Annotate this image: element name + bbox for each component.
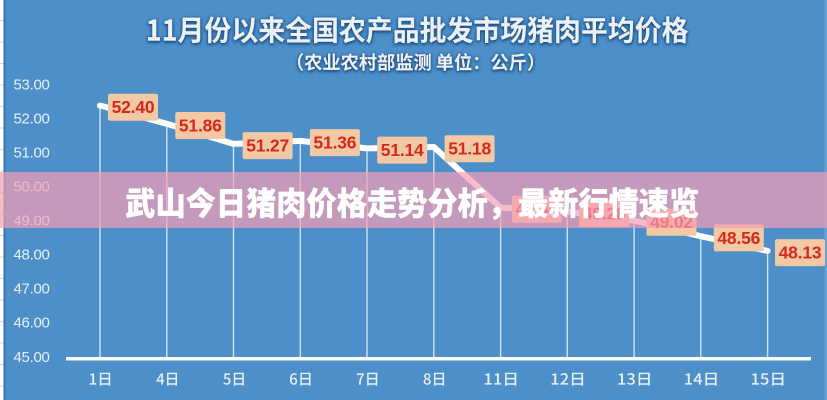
svg-text:53.00: 53.00 — [14, 76, 50, 93]
svg-text:47.00: 47.00 — [14, 281, 50, 298]
svg-text:51.27: 51.27 — [246, 136, 289, 156]
svg-text:46.00: 46.00 — [14, 315, 50, 332]
svg-text:51.18: 51.18 — [448, 139, 491, 159]
svg-text:51.00: 51.00 — [14, 144, 50, 161]
svg-text:51.14: 51.14 — [381, 140, 424, 160]
svg-text:48.13: 48.13 — [779, 243, 822, 263]
svg-text:48.00: 48.00 — [14, 247, 50, 264]
svg-text:52.00: 52.00 — [14, 110, 50, 127]
svg-text:45.00: 45.00 — [14, 349, 50, 366]
svg-text:48.56: 48.56 — [717, 228, 760, 248]
svg-text:52.40: 52.40 — [112, 97, 155, 117]
svg-text:51.86: 51.86 — [179, 115, 222, 135]
svg-text:51.36: 51.36 — [314, 133, 357, 153]
